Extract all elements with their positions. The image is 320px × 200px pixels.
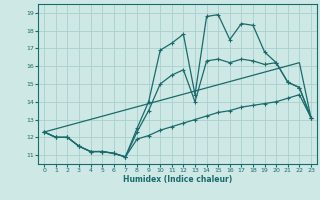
X-axis label: Humidex (Indice chaleur): Humidex (Indice chaleur) bbox=[123, 175, 232, 184]
